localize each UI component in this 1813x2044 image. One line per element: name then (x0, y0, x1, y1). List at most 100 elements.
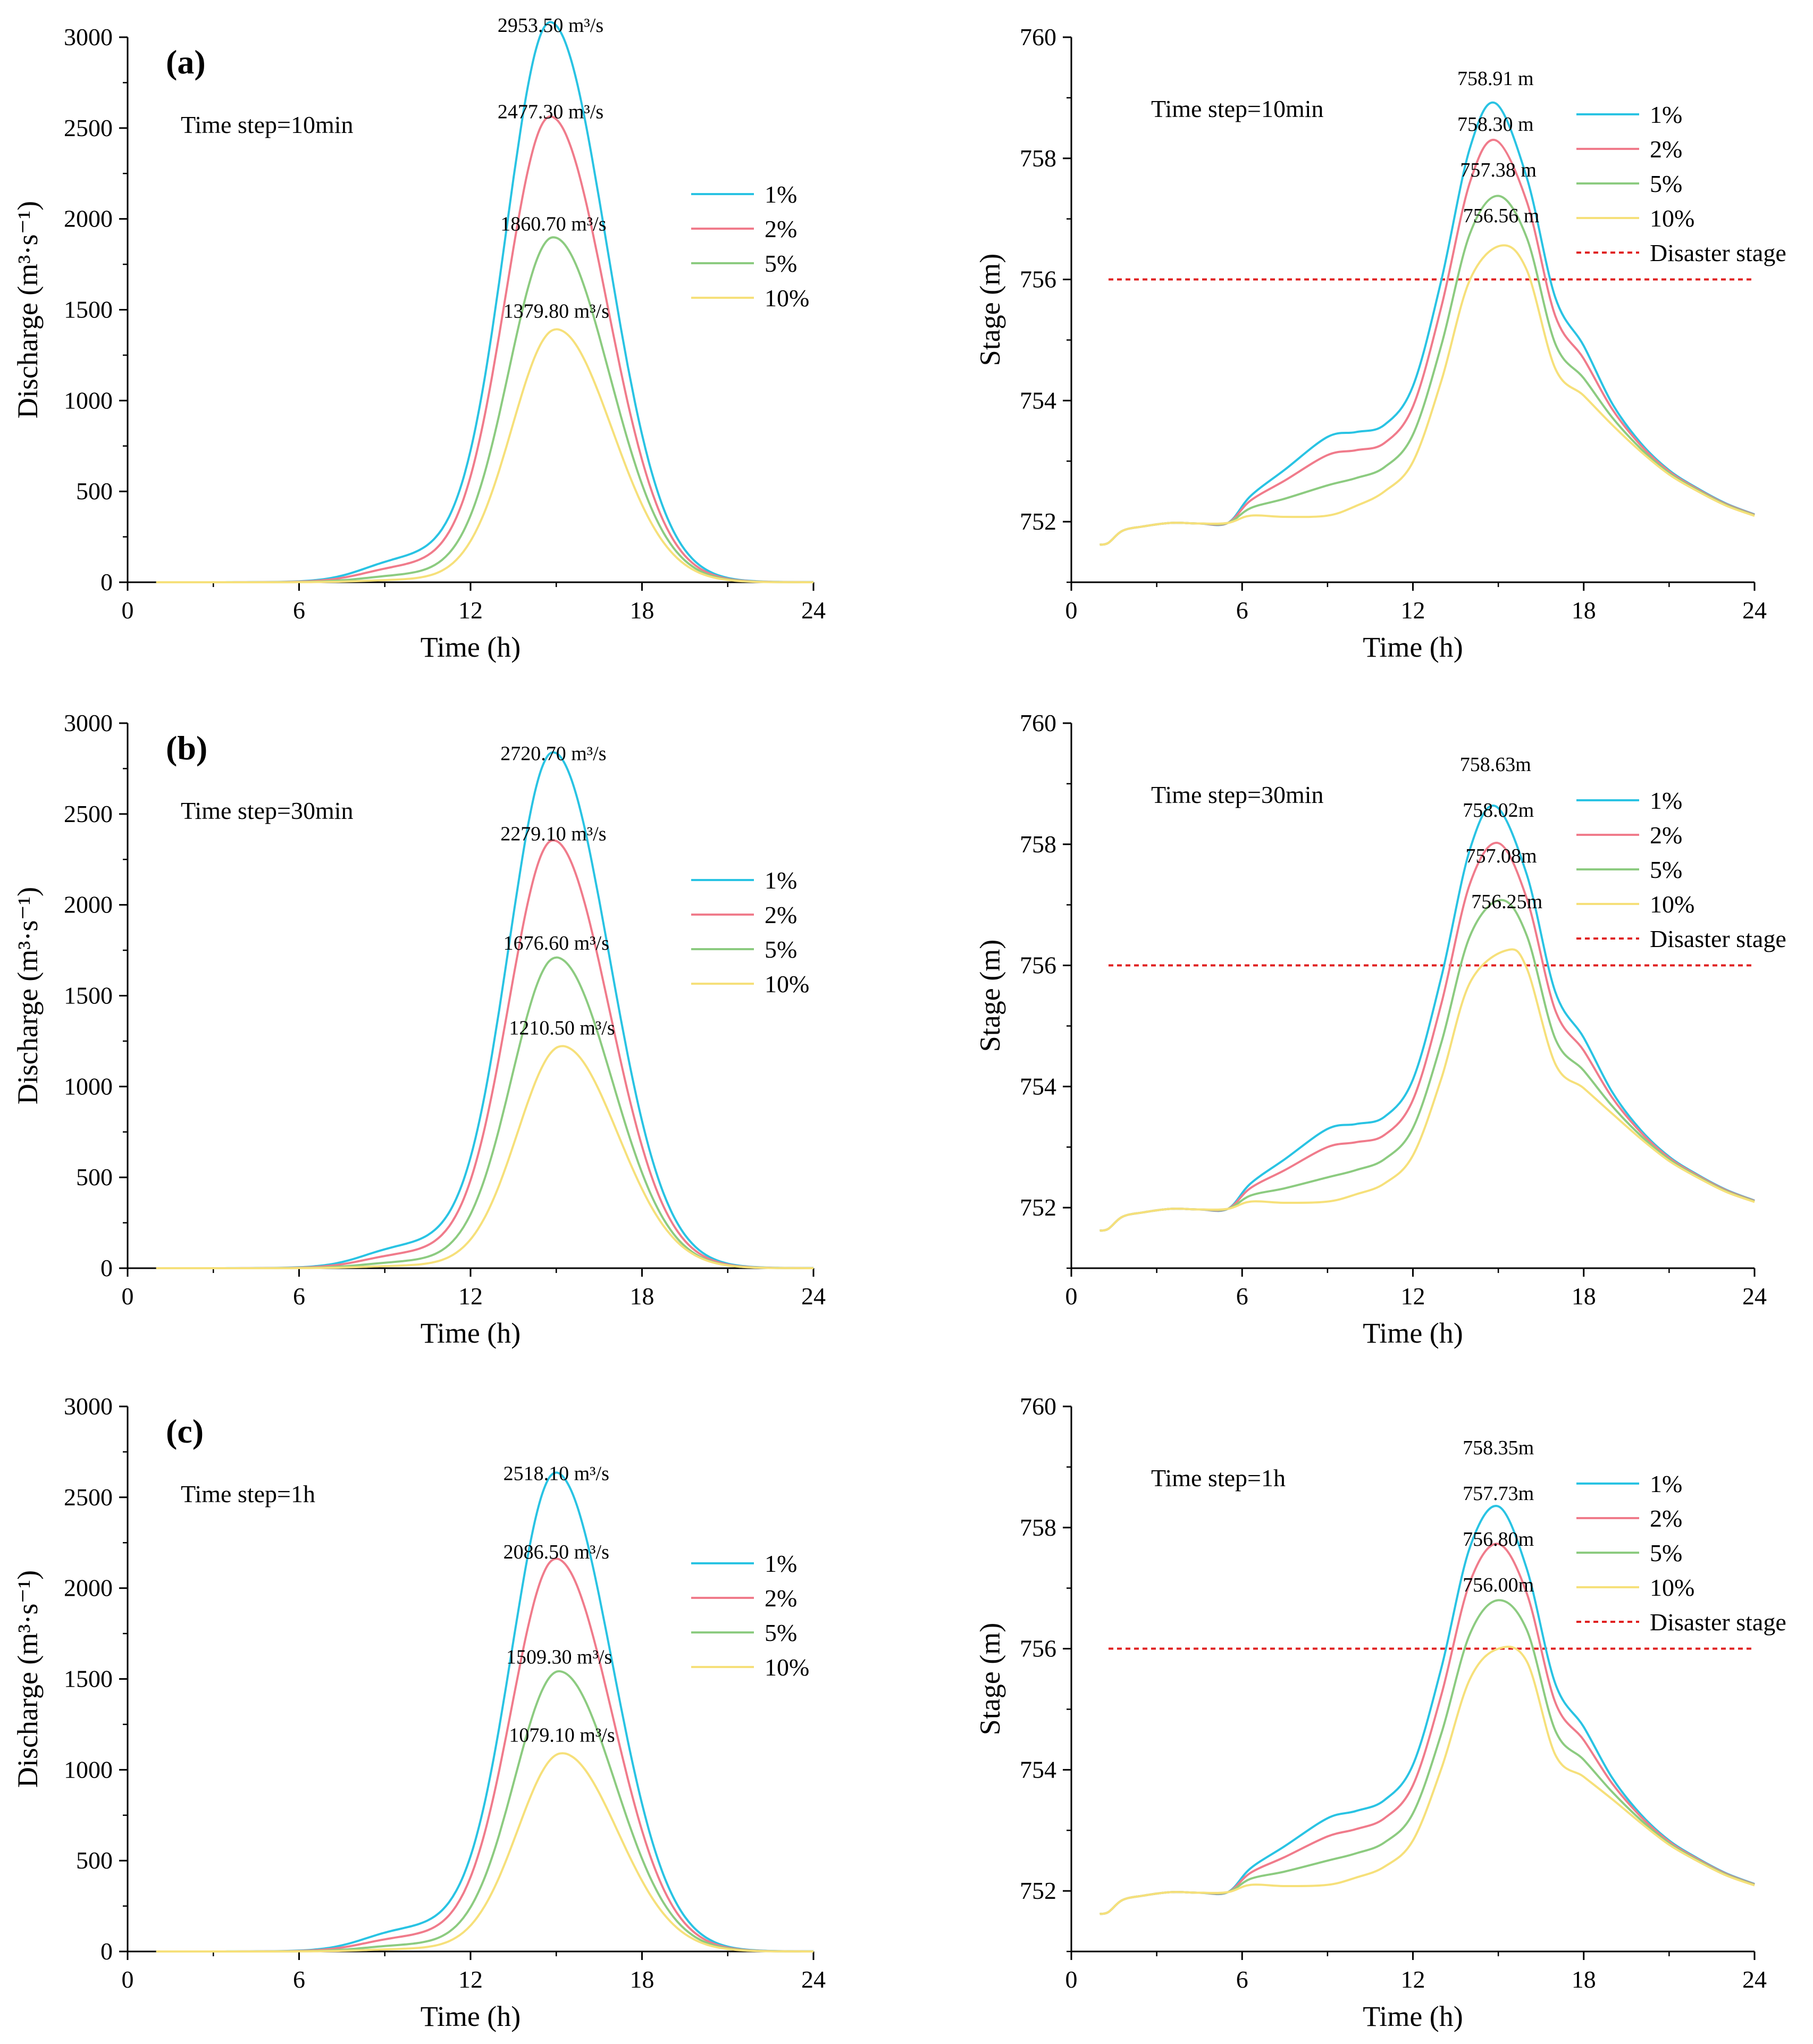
series-line-5pct (156, 956, 813, 1269)
legend-label: 5% (765, 936, 797, 963)
c-stage-chart: 0 6 12 18 24 752 754 756 758 760 Time (h) Stage (m)… (974, 1393, 1786, 2032)
legend-label: 10% (1650, 205, 1694, 232)
peak-label: 2518.10 m³/s (503, 1463, 609, 1485)
peak-label: 2720.70 m³/s (500, 742, 606, 765)
series-line-1pct (156, 751, 813, 1269)
y-tick-label: 754 (1020, 387, 1056, 414)
x-tick-label: 6 (1236, 1966, 1248, 1993)
series-line-10pct (156, 1045, 813, 1270)
x-tick-label: 12 (458, 597, 483, 624)
x-tick-label: 6 (1236, 1283, 1248, 1310)
y-tick-label: 2500 (64, 800, 113, 827)
peak-label: 1379.80 m³/s (503, 300, 609, 323)
x-tick-label: 24 (801, 1283, 826, 1310)
x-tick-label: 18 (1572, 1966, 1596, 1993)
b-discharge-chart: 0 6 12 18 24 0 500 1000 1500 2000 2500 3000 Time (h)… (12, 709, 826, 1349)
a-stage-chart: 0 6 12 18 24 752 754 756 758 760 Time (h) Stage (m)… (974, 23, 1786, 663)
peak-label: 757.73m (1463, 1482, 1534, 1505)
time-step-note: Time step=1h (181, 1480, 315, 1507)
series-line-10pct (1099, 244, 1755, 546)
panel-label: (c) (166, 1412, 204, 1450)
x-tick-label: 24 (1742, 597, 1767, 624)
x-tick-label: 18 (630, 1283, 654, 1310)
peak-label: 1860.70 m³/s (500, 213, 606, 235)
x-tick-label: 0 (1065, 597, 1078, 624)
y-tick-label: 752 (1020, 1877, 1056, 1904)
x-tick-label: 12 (458, 1283, 483, 1310)
y-tick-label: 3000 (64, 709, 113, 736)
x-tick-label: 0 (1065, 1966, 1078, 1993)
peak-label: 2279.10 m³/s (500, 823, 606, 845)
y-tick-label: 2000 (64, 205, 113, 232)
series-line-10pct (156, 328, 813, 583)
panel-label: (b) (166, 729, 207, 767)
x-tick-label: 24 (1742, 1283, 1767, 1310)
y-tick-label: 1000 (64, 1756, 113, 1783)
y-tick-label: 2500 (64, 1484, 113, 1511)
series-line-2pct (156, 1557, 813, 1953)
x-tick-label: 12 (458, 1966, 483, 1993)
series-line-1pct (156, 21, 813, 583)
peak-label: 1210.50 m³/s (509, 1017, 615, 1039)
series-line-10pct (1099, 1645, 1755, 1915)
legend: 1% 2% 5% 10% Disaster stage (1576, 101, 1786, 266)
peak-label: 758.30 m (1457, 113, 1534, 136)
peak-label: 758.63m (1460, 753, 1531, 776)
series-line-5pct (156, 1670, 813, 1953)
peak-label: 757.08m (1465, 845, 1537, 867)
peak-label: 756.80m (1463, 1528, 1534, 1551)
legend-label: Disaster stage (1650, 239, 1786, 266)
series-line-10pct (156, 1752, 813, 1953)
legend: 1% 2% 5% 10% (691, 181, 809, 312)
x-tick-label: 0 (122, 597, 134, 624)
y-tick-label: 0 (100, 1938, 113, 1965)
x-tick-label: 24 (801, 597, 826, 624)
legend-label: 1% (1650, 101, 1682, 128)
peak-label: 2953.50 m³/s (498, 14, 603, 37)
legend-label: Disaster stage (1650, 925, 1786, 952)
x-tick-label: 12 (1401, 1966, 1425, 1993)
y-tick-label: 1500 (64, 982, 113, 1009)
y-axis-title: Discharge (m³·s⁻¹) (12, 887, 44, 1104)
series-line-1pct (1099, 1505, 1755, 1915)
x-tick-label: 6 (293, 1966, 305, 1993)
peak-label: 1509.30 m³/s (506, 1646, 612, 1668)
y-tick-label: 1000 (64, 387, 113, 414)
y-tick-label: 3000 (64, 23, 113, 51)
series-line-1pct (1099, 101, 1755, 546)
legend-label: 2% (765, 901, 797, 928)
legend-label: 2% (1650, 822, 1682, 849)
legend-label: 10% (765, 1654, 809, 1681)
x-axis-title: Time (h) (421, 2000, 521, 2032)
x-axis-title: Time (h) (421, 631, 521, 663)
legend-label: Disaster stage (1650, 1609, 1786, 1636)
y-tick-label: 754 (1020, 1073, 1056, 1100)
legend-label: 2% (1650, 1505, 1682, 1532)
legend-label: 2% (765, 1585, 797, 1612)
peak-label: 757.38 m (1460, 159, 1537, 181)
legend-label: 10% (1650, 891, 1694, 918)
legend-label: 5% (1650, 856, 1682, 883)
x-axis-title: Time (h) (421, 1317, 521, 1349)
legend-label: 10% (765, 284, 809, 312)
y-tick-label: 758 (1020, 145, 1056, 172)
peak-label: 756.56 m (1463, 205, 1540, 227)
y-tick-label: 754 (1020, 1756, 1056, 1783)
y-axis-title: Discharge (m³·s⁻¹) (12, 1570, 44, 1788)
y-axis-title: Stage (m) (974, 940, 1006, 1052)
series-line-5pct (1099, 1599, 1755, 1915)
y-tick-label: 752 (1020, 508, 1056, 535)
y-tick-label: 758 (1020, 1514, 1056, 1541)
b-stage-chart: 0 6 12 18 24 752 754 756 758 760 Time (h) Stage (m)… (974, 709, 1786, 1349)
peak-label: 2477.30 m³/s (498, 101, 603, 123)
y-tick-label: 756 (1020, 952, 1056, 979)
x-tick-label: 12 (1401, 597, 1425, 624)
legend: 1% 2% 5% 10% (691, 867, 809, 998)
x-tick-label: 18 (1572, 597, 1596, 624)
x-tick-label: 6 (293, 597, 305, 624)
y-tick-label: 3000 (64, 1393, 113, 1420)
y-tick-label: 0 (100, 568, 113, 596)
series-line-10pct (1099, 948, 1755, 1232)
legend-label: 2% (765, 215, 797, 242)
